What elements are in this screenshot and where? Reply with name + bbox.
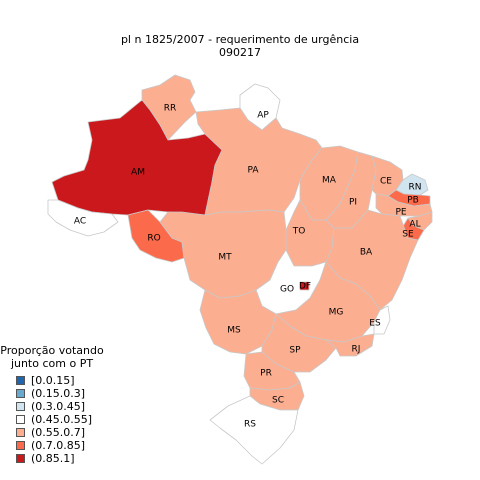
state-label-es: ES bbox=[369, 319, 381, 329]
state-label-go: GO bbox=[280, 285, 294, 295]
state-pa bbox=[195, 107, 323, 216]
state-label-rs: RS bbox=[244, 420, 256, 430]
state-label-rn: RN bbox=[409, 183, 422, 193]
state-label-al: AL bbox=[409, 220, 420, 230]
legend-label: (0.15.0.3] bbox=[31, 387, 86, 400]
legend-swatch bbox=[16, 454, 25, 463]
state-label-sp: SP bbox=[289, 346, 301, 356]
state-label-ce: CE bbox=[380, 177, 392, 187]
state-label-pb: PB bbox=[407, 196, 419, 206]
legend-swatch bbox=[16, 415, 25, 424]
state-label-df: DF bbox=[299, 282, 311, 292]
state-label-pi: PI bbox=[349, 198, 357, 208]
state-ac bbox=[47, 199, 119, 237]
state-label-rr: RR bbox=[164, 104, 177, 114]
legend-title-line2: junto com o PT bbox=[10, 357, 94, 370]
legend-label: (0.85.1] bbox=[31, 452, 75, 465]
map-title-line1: pl n 1825/2007 - requerimento de urgênci… bbox=[120, 33, 360, 46]
state-sp bbox=[261, 313, 337, 373]
state-label-pe: PE bbox=[395, 208, 406, 218]
legend-label: (0.3.0.45] bbox=[31, 400, 86, 413]
map-title-line2: 090217 bbox=[219, 46, 261, 59]
state-es bbox=[373, 305, 391, 335]
legend-label: (0.7.0.85] bbox=[31, 439, 86, 452]
legend-label: (0.55.0.7] bbox=[31, 426, 86, 439]
state-label-am: AM bbox=[131, 168, 145, 178]
legend-swatch bbox=[16, 441, 25, 450]
state-label-ap: AP bbox=[257, 111, 269, 121]
state-df bbox=[299, 281, 310, 291]
state-label-ac: AC bbox=[74, 217, 86, 227]
legend-label: [0.0.15] bbox=[31, 374, 75, 387]
legend-item: (0.15.0.3] bbox=[16, 387, 120, 400]
state-rs bbox=[209, 395, 299, 465]
legend-swatch bbox=[16, 402, 25, 411]
state-rj bbox=[325, 333, 375, 357]
legend-title-line1: Proporção votando bbox=[0, 344, 104, 357]
legend-label: (0.45.0.55] bbox=[31, 413, 93, 426]
legend-item: (0.3.0.45] bbox=[16, 400, 120, 413]
map-legend: Proporção votando junto com o PT [0.0.15… bbox=[0, 344, 120, 465]
legend-swatch bbox=[16, 428, 25, 437]
legend-item: (0.7.0.85] bbox=[16, 439, 120, 452]
legend-item: (0.55.0.7] bbox=[16, 426, 120, 439]
state-label-ro: RO bbox=[147, 234, 160, 244]
state-label-pa: PA bbox=[247, 166, 259, 176]
state-label-ma: MA bbox=[322, 176, 337, 186]
state-label-ms: MS bbox=[227, 326, 241, 336]
state-label-mt: MT bbox=[218, 253, 232, 263]
legend-title: Proporção votando junto com o PT bbox=[0, 344, 104, 370]
legend-item: (0.45.0.55] bbox=[16, 413, 120, 426]
state-label-to: TO bbox=[292, 227, 306, 237]
state-label-se: SE bbox=[402, 230, 414, 240]
legend-swatch bbox=[16, 389, 25, 398]
state-label-ba: BA bbox=[360, 248, 373, 258]
legend-item: [0.0.15] bbox=[16, 374, 120, 387]
map-title: pl n 1825/2007 - requerimento de urgênci… bbox=[0, 33, 480, 59]
state-label-pr: PR bbox=[260, 369, 272, 379]
state-label-sc: SC bbox=[272, 396, 284, 406]
legend-swatch bbox=[16, 376, 25, 385]
state-label-mg: MG bbox=[329, 308, 344, 318]
legend-items: [0.0.15] (0.15.0.3] (0.3.0.45] (0.45.0.5… bbox=[0, 374, 120, 465]
legend-item: (0.85.1] bbox=[16, 452, 120, 465]
state-label-rj: RJ bbox=[352, 345, 361, 355]
